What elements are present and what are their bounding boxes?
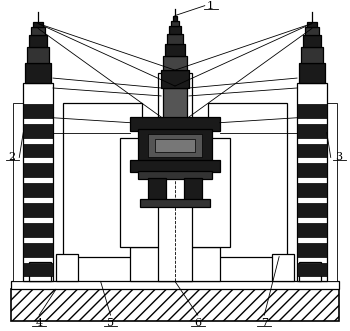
Bar [208, 103, 287, 257]
Bar [301, 47, 323, 63]
Bar [25, 63, 51, 83]
Bar [63, 103, 142, 257]
Bar [148, 134, 202, 158]
Bar [33, 22, 43, 27]
Bar [297, 83, 327, 281]
Bar [297, 124, 327, 138]
Bar [327, 103, 337, 281]
Text: 6: 6 [194, 318, 201, 328]
Bar [297, 262, 327, 276]
Bar [307, 22, 317, 27]
Text: 1: 1 [206, 1, 213, 11]
Bar [31, 27, 45, 35]
Bar [23, 203, 53, 217]
Bar [27, 47, 49, 63]
Bar [297, 183, 327, 197]
Bar [303, 35, 321, 47]
Bar [130, 247, 220, 281]
Bar [56, 254, 78, 281]
Text: 5: 5 [107, 318, 114, 328]
Bar [29, 261, 51, 281]
Bar [297, 243, 327, 257]
Bar [138, 171, 212, 179]
Bar [13, 103, 23, 281]
Bar [130, 117, 220, 131]
Bar [299, 63, 325, 83]
Text: 7: 7 [261, 318, 268, 328]
Bar [148, 178, 166, 202]
Bar [23, 243, 53, 257]
Bar [165, 44, 185, 56]
Text: 2: 2 [8, 152, 15, 163]
Bar [120, 138, 230, 247]
Bar [23, 183, 53, 197]
Bar [184, 178, 202, 202]
Bar [23, 223, 53, 237]
Bar [297, 144, 327, 158]
Bar [140, 199, 210, 207]
Text: 4: 4 [36, 318, 43, 328]
Bar [23, 164, 53, 177]
Bar [297, 104, 327, 118]
Bar [171, 21, 179, 26]
Bar [299, 261, 321, 281]
Bar [158, 73, 192, 281]
Bar [173, 16, 177, 21]
Bar [297, 164, 327, 177]
Bar [23, 124, 53, 138]
Bar [11, 289, 339, 321]
Bar [23, 144, 53, 158]
Bar [272, 254, 294, 281]
Text: 3: 3 [335, 152, 342, 163]
Bar [167, 34, 183, 44]
Bar [305, 27, 319, 35]
Bar [138, 129, 212, 163]
Bar [23, 83, 53, 281]
Bar [155, 139, 195, 153]
Bar [297, 203, 327, 217]
Bar [161, 70, 189, 88]
Bar [23, 104, 53, 118]
Bar [130, 161, 220, 172]
Bar [23, 262, 53, 276]
Bar [163, 88, 187, 118]
Bar [11, 281, 339, 289]
Bar [297, 223, 327, 237]
Bar [169, 26, 181, 34]
Bar [163, 56, 187, 70]
Bar [29, 35, 47, 47]
